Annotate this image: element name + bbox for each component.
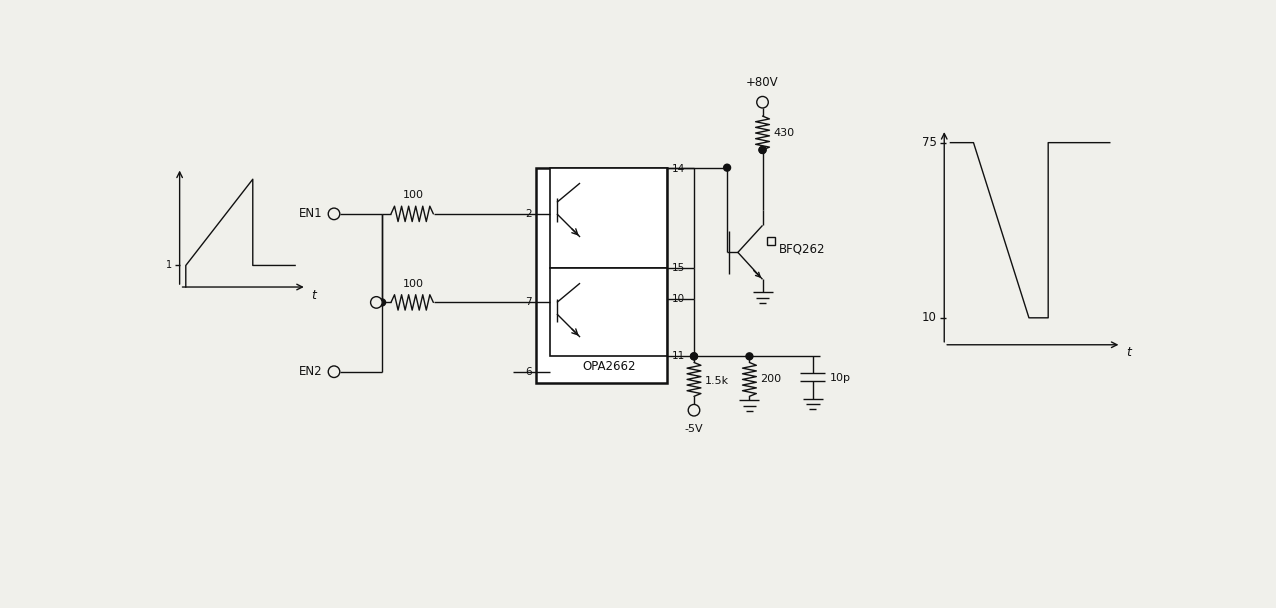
Text: 11: 11 bbox=[671, 351, 685, 361]
Circle shape bbox=[759, 147, 766, 153]
Circle shape bbox=[759, 147, 766, 153]
Text: EN1: EN1 bbox=[300, 207, 323, 220]
Text: 6: 6 bbox=[524, 367, 532, 377]
Text: 14: 14 bbox=[671, 164, 685, 174]
Text: 1: 1 bbox=[166, 260, 172, 271]
Text: t: t bbox=[311, 289, 316, 302]
Text: 200: 200 bbox=[760, 375, 781, 384]
Circle shape bbox=[746, 353, 753, 360]
Text: EN2: EN2 bbox=[300, 365, 323, 378]
Circle shape bbox=[328, 208, 339, 219]
Circle shape bbox=[379, 299, 385, 306]
Bar bbox=[767, 237, 775, 244]
Bar bbox=[550, 268, 667, 356]
Text: 1.5k: 1.5k bbox=[704, 376, 729, 386]
Text: 10p: 10p bbox=[829, 373, 851, 383]
Circle shape bbox=[370, 297, 382, 308]
Circle shape bbox=[723, 164, 731, 171]
Text: BFQ262: BFQ262 bbox=[778, 242, 826, 255]
Text: 430: 430 bbox=[773, 128, 795, 138]
Text: +80V: +80V bbox=[746, 76, 778, 89]
Text: t: t bbox=[1125, 347, 1131, 359]
Circle shape bbox=[328, 366, 339, 378]
Text: 10: 10 bbox=[921, 311, 937, 324]
Text: 100: 100 bbox=[402, 278, 424, 289]
Text: 100: 100 bbox=[402, 190, 424, 200]
Circle shape bbox=[690, 353, 698, 360]
Text: 7: 7 bbox=[524, 297, 532, 308]
Text: 75: 75 bbox=[921, 136, 937, 149]
Text: 15: 15 bbox=[671, 263, 685, 273]
Circle shape bbox=[688, 404, 699, 416]
Text: 10: 10 bbox=[671, 294, 685, 303]
Bar bbox=[550, 168, 667, 268]
Text: OPA2662: OPA2662 bbox=[583, 361, 635, 373]
Circle shape bbox=[757, 97, 768, 108]
Circle shape bbox=[690, 353, 698, 360]
Bar bbox=[536, 168, 667, 383]
Text: -5V: -5V bbox=[685, 424, 703, 434]
Text: 2: 2 bbox=[524, 209, 532, 219]
